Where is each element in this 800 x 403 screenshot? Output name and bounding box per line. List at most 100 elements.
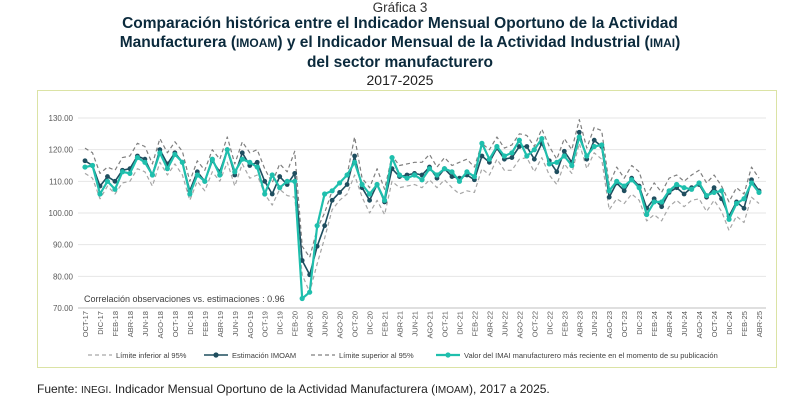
data-point (539, 135, 545, 142)
x-tick-label: OCT-21 (440, 311, 449, 337)
x-tick-label: FEB-22 (470, 311, 479, 336)
data-point (352, 153, 357, 159)
legend-label: Límite inferior al 95% (116, 351, 187, 360)
x-tick-label: OCT-23 (620, 311, 629, 337)
data-point (651, 199, 657, 205)
data-point (659, 204, 665, 210)
data-point (419, 177, 425, 183)
x-tick-label: FEB-21 (381, 311, 390, 336)
data-point (584, 153, 590, 159)
x-tick-label: OCT-17 (81, 311, 90, 337)
x-tick-label: FEB-18 (111, 311, 120, 336)
data-point (337, 190, 343, 195)
data-point (232, 169, 238, 175)
data-point (591, 143, 597, 150)
data-point (105, 174, 110, 179)
data-point (576, 129, 582, 135)
x-tick-label: JUN-21 (411, 311, 420, 336)
data-point (322, 191, 328, 197)
data-point (209, 156, 215, 162)
correlation-annotation: Correlación observaciones vs. estimacion… (84, 294, 285, 304)
data-point (486, 156, 492, 162)
data-point (262, 178, 268, 184)
data-point (119, 169, 126, 175)
data-point (516, 137, 522, 143)
data-point (561, 148, 567, 154)
data-point (97, 191, 103, 197)
data-point (456, 178, 463, 184)
x-tick-label: DIC-19 (276, 311, 285, 335)
source-note: Fuente: INEGI. Indicador Mensual Oportun… (37, 382, 550, 396)
x-tick-label: FEB-19 (201, 311, 210, 336)
figure-number: Gráfica 3 (372, 0, 428, 15)
data-point (307, 289, 313, 295)
data-point (352, 159, 358, 165)
series-line-0 (84, 142, 760, 293)
data-point (239, 156, 245, 162)
x-tick-label: ABR-23 (575, 311, 584, 337)
line-chart: 70.00 80.00 90.00 100.00 110.00 120.00 130.00 O… (49, 114, 766, 360)
x-tick-label: JUN-18 (141, 311, 150, 336)
x-tick-label: FEB-24 (650, 311, 659, 336)
title-line-2: Manufacturera (IMOAM) y el Indicador Men… (119, 34, 681, 51)
data-point (546, 161, 552, 167)
data-point (247, 159, 253, 165)
data-point (569, 162, 575, 169)
x-tick-label: FEB-20 (291, 311, 300, 336)
data-point (127, 170, 133, 177)
y-tick-label: 110.00 (49, 177, 73, 186)
data-point (172, 151, 178, 158)
y-tick-label: 120.00 (49, 146, 74, 155)
data-point (292, 178, 298, 184)
x-tick-label: AGO-23 (605, 311, 614, 339)
data-point (314, 223, 320, 229)
x-tick-label: OCT-24 (710, 311, 719, 337)
data-point (344, 182, 350, 187)
data-point (112, 178, 118, 184)
x-tick-label: ABR-19 (216, 311, 225, 337)
x-tick-label: OCT-19 (261, 311, 270, 337)
data-point (404, 175, 410, 181)
data-point (344, 172, 350, 178)
data-point (157, 150, 163, 156)
data-point (621, 183, 627, 189)
data-point (726, 216, 732, 222)
data-point (299, 295, 305, 302)
data-point (689, 186, 695, 192)
data-point (576, 134, 582, 140)
x-tick-label: ABR-21 (396, 311, 405, 337)
x-tick-label: AGO-18 (156, 311, 165, 339)
data-point (531, 156, 537, 162)
data-point (194, 172, 200, 178)
data-point (666, 188, 672, 194)
legend-label: Estimación IMOAM (232, 351, 296, 360)
data-point (389, 154, 395, 161)
data-point (494, 143, 500, 150)
data-point (277, 185, 283, 191)
data-point (149, 172, 155, 178)
data-point (82, 158, 88, 164)
data-point (554, 159, 560, 165)
data-point (89, 162, 96, 169)
x-tick-label: JUN-19 (231, 311, 240, 336)
data-point (591, 137, 597, 143)
data-point (464, 169, 470, 175)
data-point (554, 169, 560, 175)
legend-marker (445, 352, 451, 358)
data-point (411, 172, 418, 178)
x-tick-label: ABR-22 (485, 311, 494, 337)
x-tick-label: DIC-22 (545, 311, 554, 335)
data-point (644, 211, 650, 218)
data-point (479, 153, 485, 159)
x-tick-label: AGO-20 (336, 311, 345, 339)
legend-label: Límite superior al 95% (339, 351, 414, 360)
data-point (711, 189, 717, 196)
series-line-2 (84, 119, 760, 258)
data-point (741, 196, 747, 202)
data-point (606, 194, 612, 200)
data-point (748, 180, 755, 186)
data-point (224, 147, 230, 153)
data-point (524, 153, 530, 159)
x-tick-label: DIC-21 (455, 311, 464, 335)
data-point (381, 197, 388, 203)
